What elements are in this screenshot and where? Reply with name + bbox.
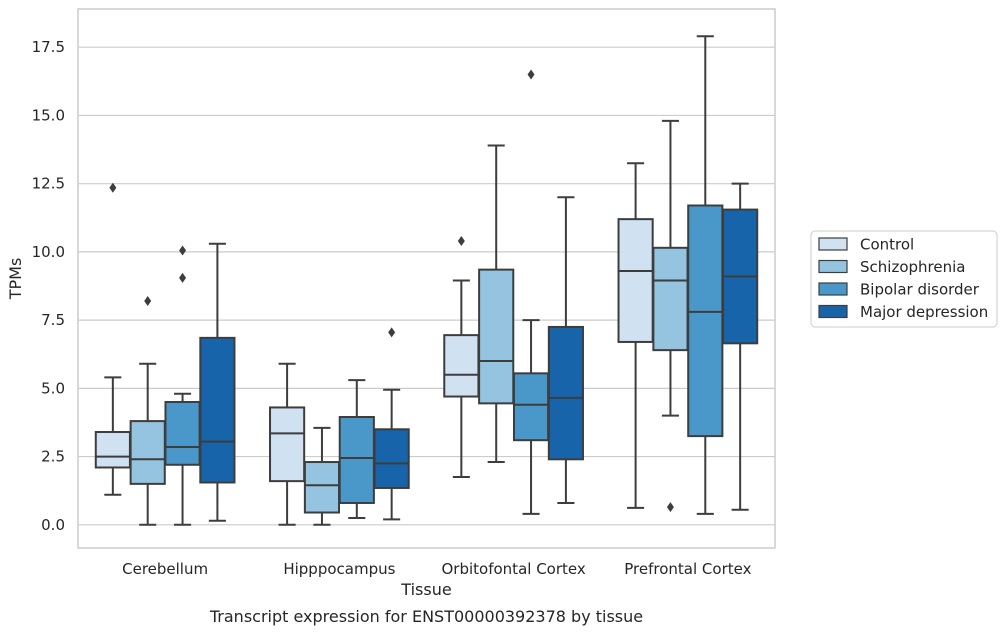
box-iqr: [338, 416, 375, 504]
box-iqr: [164, 400, 201, 466]
box-iqr: [443, 334, 480, 398]
box-3-3: [722, 182, 759, 511]
box-iqr: [129, 420, 166, 485]
legend-swatch: [818, 282, 848, 296]
box-iqr: [94, 431, 131, 469]
y-tick-label: 2.5: [41, 448, 65, 466]
legend-label: Schizophrenia: [860, 258, 965, 276]
box-1-0: [269, 362, 306, 526]
outlier-point: [666, 502, 674, 513]
box-0-2: [164, 245, 201, 526]
y-tick-label: 0.0: [41, 516, 65, 534]
legend-swatch: [818, 304, 848, 319]
plot-frame: [77, 8, 776, 549]
legend-swatch: [818, 259, 848, 274]
box-iqr: [269, 406, 306, 483]
legend-label: Control: [860, 236, 914, 254]
box-2-1: [478, 144, 515, 464]
y-axis-label: TPMs: [6, 258, 25, 301]
y-tick-label: 17.5: [32, 38, 65, 56]
box-iqr: [512, 372, 550, 442]
y-tick-label: 5.0: [41, 379, 65, 397]
outlier-point: [179, 245, 187, 256]
box-iqr: [373, 428, 410, 489]
box-3-0: [617, 162, 654, 509]
legend-label: Bipolar disorder: [860, 281, 980, 299]
x-tick-label: Cerebellum: [122, 560, 208, 578]
x-tick-label: Orbitofontal Cortex: [442, 560, 586, 578]
box-iqr: [687, 204, 724, 438]
legend-swatch: [818, 237, 848, 251]
box-iqr: [617, 218, 654, 343]
box-iqr: [303, 461, 341, 514]
x-tick-label: Hipppocampus: [283, 560, 395, 578]
box-3-2: [687, 35, 724, 515]
box-iqr: [478, 268, 515, 405]
y-tick-label: 12.5: [32, 175, 65, 193]
box-iqr: [199, 336, 236, 484]
outlier-point: [457, 235, 465, 246]
box-0-0: [94, 182, 131, 496]
x-tick-label: Prefrontal Cortex: [624, 560, 751, 578]
legend-label: Major depression: [860, 303, 988, 321]
box-iqr: [652, 246, 689, 352]
box-0-1: [129, 296, 166, 526]
outlier-point: [388, 327, 396, 338]
outlier-point: [144, 296, 152, 307]
outlier-point: [179, 272, 187, 283]
chart-title: Transcript expression for ENST0000039237…: [209, 607, 643, 626]
box-0-3: [199, 242, 236, 522]
x-axis-label: Tissue: [400, 580, 451, 599]
y-tick-label: 15.0: [32, 106, 65, 124]
outlier-point: [109, 182, 117, 193]
y-tick-label: 7.5: [41, 311, 65, 329]
outlier-point: [527, 69, 535, 80]
box-2-3: [547, 196, 584, 504]
y-tick-label: 10.0: [32, 243, 65, 261]
box-1-3: [373, 327, 410, 521]
box-2-2: [512, 69, 550, 515]
legend-frame: [810, 230, 998, 328]
legend: Control Schizophrenia Bipolar disorder Majo…: [810, 230, 998, 328]
box-iqr: [547, 325, 584, 461]
